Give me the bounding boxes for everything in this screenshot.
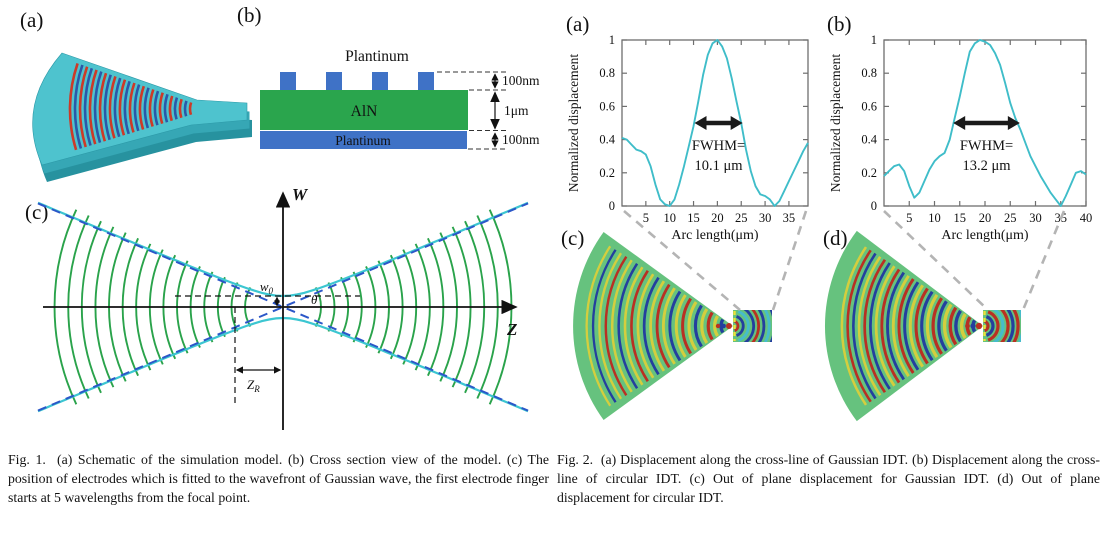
fwhm-label: FWHM= xyxy=(960,138,1013,154)
wave-fringes xyxy=(840,246,977,406)
x-axis-title: Arc length(μm) xyxy=(671,228,759,243)
fwhm-label: FWHM= xyxy=(692,138,745,154)
fig1-schematic-3d-model xyxy=(32,52,252,182)
dim-label-top: 100nm xyxy=(502,73,540,88)
x-tick-label: 10 xyxy=(928,211,941,225)
fig2-caption: Fig. 2. (a) Displacement along the cross… xyxy=(557,452,1100,505)
fig1-gaussian-beam-diagram: W Z w0 θ ZR xyxy=(37,185,529,430)
x-tick-label: 15 xyxy=(954,211,967,225)
fig2-panel-a-label: (a) xyxy=(566,12,590,36)
x-tick-label: 25 xyxy=(1004,211,1017,225)
fig2-out-of-plane-displacement-gaussian-idt xyxy=(573,232,772,420)
z-axis-label: Z xyxy=(506,320,517,339)
fig2-panel-b-label: (b) xyxy=(827,12,852,36)
zoom-guide-line xyxy=(623,210,741,311)
y-tick-label: 0.4 xyxy=(861,133,877,147)
fwhm-label: 13.2 μm xyxy=(962,158,1011,174)
bottom-electrode-material-label: Plantinum xyxy=(335,133,391,148)
fig1-panel-b-label: (b) xyxy=(237,3,262,27)
y-tick-label: 1 xyxy=(871,33,877,47)
fig1-panel-a-label: (a) xyxy=(20,8,44,32)
focal-spot xyxy=(975,322,983,330)
focal-spot xyxy=(970,323,976,329)
fig1-cross-section: Plantinum AlN Plantinum 100nm 1μm 100nm xyxy=(260,48,540,150)
y-tick-label: 0.4 xyxy=(599,133,615,147)
x-tick-label: 15 xyxy=(687,211,700,225)
y-tick-label: 0.2 xyxy=(861,166,877,180)
aln-layer-label: AlN xyxy=(351,103,378,120)
focal-spot xyxy=(726,323,732,329)
y-tick-label: 0.2 xyxy=(599,166,615,180)
w-axis-label: W xyxy=(292,185,309,204)
y-tick-label: 0.8 xyxy=(599,66,615,80)
y-axis-title: Normalized displacement xyxy=(566,54,581,193)
displacement-curve xyxy=(621,39,809,207)
beam-asymptote xyxy=(37,202,529,412)
x-tick-label: 10 xyxy=(663,211,676,225)
wave-fringes xyxy=(585,245,725,407)
aln-layer xyxy=(260,90,468,130)
plot-box xyxy=(621,39,809,207)
y-axis-title: Normalized displacement xyxy=(828,54,843,193)
beam-asymptote xyxy=(37,202,529,412)
waist-label: w0 xyxy=(260,279,274,296)
x-tick-label: 20 xyxy=(979,211,992,225)
fig2-displacement-plot-gaussian-idt: 5 10 15 20 25 30 35 0 0.2 0.4 0.6 0.8 1 Arc length(μm… xyxy=(566,33,809,243)
dim-label-film: 1μm xyxy=(504,103,529,118)
electrode-finger xyxy=(418,72,434,90)
focal-spot xyxy=(965,323,970,329)
zoom-guide-line xyxy=(883,210,989,311)
zoom-guide-line xyxy=(771,210,808,311)
top-electrode-material-label: Plantinum xyxy=(345,48,409,65)
rayleigh-label: ZR xyxy=(247,377,260,394)
dim-label-bottom: 100nm xyxy=(502,132,540,147)
displacement-curve xyxy=(883,39,1087,207)
y-tick-label: 0.6 xyxy=(599,99,615,113)
electrode-finger xyxy=(280,72,296,90)
x-axis-title: Arc length(μm) xyxy=(941,228,1029,243)
focal-spot xyxy=(715,323,721,329)
x-tick-label: 30 xyxy=(759,211,772,225)
electrode-finger xyxy=(326,72,342,90)
fig2-panel-c-label: (c) xyxy=(561,226,585,250)
x-tick-label: 30 xyxy=(1029,211,1042,225)
x-tick-label: 35 xyxy=(783,211,796,225)
y-tick-label: 0 xyxy=(609,199,615,213)
x-tick-label: 5 xyxy=(906,211,912,225)
idt-electrode-arcs xyxy=(68,62,193,151)
x-tick-label: 5 xyxy=(643,211,649,225)
x-tick-label: 25 xyxy=(735,211,748,225)
y-tick-label: 0 xyxy=(871,199,877,213)
fig2-out-of-plane-displacement-circular-idt xyxy=(824,230,1021,422)
fwhm-label: 10.1 μm xyxy=(695,158,744,174)
x-tick-label: 40 xyxy=(1080,211,1093,225)
y-tick-label: 0.6 xyxy=(861,99,877,113)
focal-spot xyxy=(721,323,726,329)
electrode-finger xyxy=(372,72,388,90)
divergence-angle-label: θ xyxy=(311,292,318,307)
y-tick-label: 0.8 xyxy=(861,66,877,80)
fig1-caption: Fig. 1. (a) Schematic of the simulation … xyxy=(8,452,549,505)
bottom-platinum-layer xyxy=(260,131,467,149)
fig2-panel-d-label: (d) xyxy=(823,226,848,250)
x-tick-label: 20 xyxy=(711,211,724,225)
waveguide-fringes xyxy=(983,310,1021,342)
fan-substrate xyxy=(573,232,733,420)
zoom-guide-line xyxy=(1021,210,1066,311)
waveguide-fringes xyxy=(734,310,772,342)
y-tick-label: 1 xyxy=(609,33,615,47)
